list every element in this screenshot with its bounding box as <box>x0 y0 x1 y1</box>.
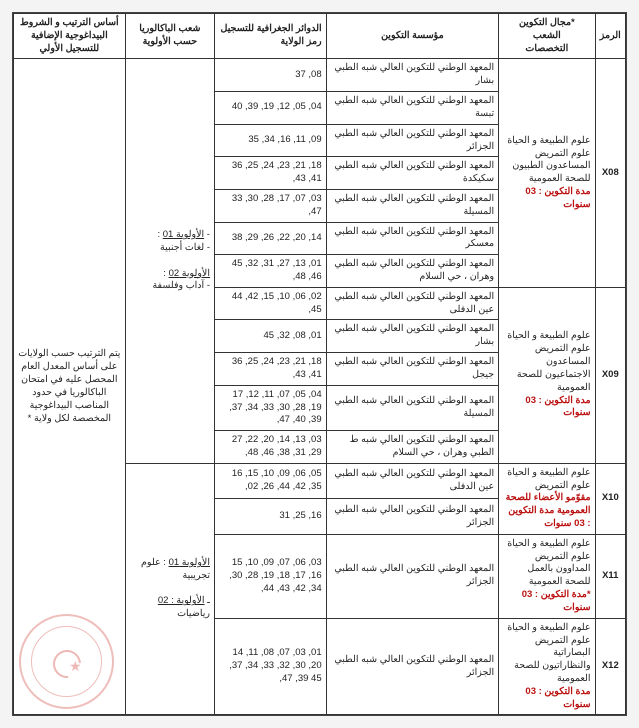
cell-ranking-basis: يتم الترتيب حسب الولايات على أساس المعدل… <box>14 59 126 715</box>
cell-institution: المعهد الوطني للتكوين العالي شبه ط الطبي… <box>326 431 499 464</box>
cell-institution: المعهد الوطني للتكوين العالي شبه الطبي ت… <box>326 92 499 125</box>
table-row: X08علوم الطبيعة و الحياةعلوم التمريضالمس… <box>14 59 626 92</box>
cell-institution: المعهد الوطني للتكوين العالي شبه الطبي ا… <box>326 499 499 535</box>
header-geo: الدوائر الجغرافية للتسجيلرمز الولاية <box>214 14 326 59</box>
cell-geo-codes: 27 ,22 ,20 ,14 ,13 ,03 ,48 ,46 ,38 ,31 ,… <box>214 431 326 464</box>
cell-geo-codes: 14 ,11 ,08 ,07 ,03 ,01 ,37 ,34 ,33 ,32 ,… <box>214 618 326 715</box>
cell-geo-codes: 15 ,10 ,09 ,07 ,06 ,03 ,30 ,28 ,19 ,18 ,… <box>214 534 326 618</box>
cell-institution: المعهد الوطني للتكوين العالي شبه الطبي م… <box>326 222 499 255</box>
cell-geo-codes: 45 ,32 ,08 ,01 <box>214 320 326 353</box>
cell-institution: المعهد الوطني للتكوين العالي شبه الطبي ب… <box>326 59 499 92</box>
cell-institution: المعهد الوطني للتكوين العالي شبه الطبي ا… <box>326 124 499 157</box>
cell-institution: المعهد الوطني للتكوين العالي شبه الطبي ب… <box>326 320 499 353</box>
cell-geo-codes: 40 ,39 ,19 ,12 ,05 ,04 <box>214 92 326 125</box>
cell-geo-codes: 16 ,15 ,10 ,09 ,06 ,05 ,02 ,26 ,44 ,42 ,… <box>214 463 326 499</box>
cell-geo-codes: 17 ,12 ,11 ,07 ,05 ,04 ,37 ,34 ,33 ,30 ,… <box>214 385 326 430</box>
cell-geo-codes: 35 ,34 ,16 ,11 ,09 <box>214 124 326 157</box>
cell-institution: المعهد الوطني للتكوين العالي شبه الطبي ا… <box>326 618 499 715</box>
cell-field: علوم الطبيعة و الحياةعلوم التمريضالمساعد… <box>499 59 595 287</box>
cell-code: X12 <box>595 618 625 715</box>
cell-geo-codes: 36 ,25 ,24 ,23 ,21 ,18 ,43 ,41 <box>214 157 326 190</box>
cell-code: X09 <box>595 287 625 463</box>
cell-institution: المعهد الوطني للتكوين العالي شبه الطبي ع… <box>326 287 499 320</box>
training-table: الرمز *مجال التكوينالشعبالتخصصات مؤسسة ا… <box>13 13 626 715</box>
cell-field: علوم الطبيعة و الحياةعلوم التمريضمقوّمو … <box>499 463 595 534</box>
cell-geo-codes: 37 ,08 <box>214 59 326 92</box>
cell-bac-priority-2: الأولوية 01 : علوم تجريبيةـ الأولوية : 0… <box>125 463 214 715</box>
cell-geo-codes: 45 ,32 ,31 ,27 ,13 ,01 ,48 ,46 <box>214 255 326 288</box>
cell-geo-codes: 36 ,25 ,24 ,23 ,21 ,18 ,43 ,41 <box>214 353 326 386</box>
header-bac: شعب الباكالورياحسب الأولوية <box>125 14 214 59</box>
cell-code: X10 <box>595 463 625 534</box>
cell-institution: المعهد الوطني للتكوين العالي شبه الطبي ا… <box>326 189 499 222</box>
cell-field: علوم الطبيعة و الحياةعلوم التمريضالمداوو… <box>499 534 595 618</box>
header-field: *مجال التكوينالشعبالتخصصات <box>499 14 595 59</box>
cell-institution: المعهد الوطني للتكوين العالي شبه الطبي ع… <box>326 463 499 499</box>
cell-institution: المعهد الوطني للتكوين العالي شبه الطبي س… <box>326 157 499 190</box>
header-inst: مؤسسة التكوين <box>326 14 499 59</box>
cell-institution: المعهد الوطني للتكوين العالي شبه الطبي و… <box>326 255 499 288</box>
cell-field: علوم الطبيعة و الحياةعلوم التمريضالمساعد… <box>499 287 595 463</box>
cell-geo-codes: 38 ,29 ,26 ,22 ,20 ,14 <box>214 222 326 255</box>
header-code: الرمز <box>595 14 625 59</box>
document-sheet: الرمز *مجال التكوينالشعبالتخصصات مؤسسة ا… <box>12 12 627 716</box>
header-rank: أساس الترتيب و الشروطالبيداغوجية الإضافي… <box>14 14 126 59</box>
table-body: X08علوم الطبيعة و الحياةعلوم التمريضالمس… <box>14 59 626 715</box>
cell-geo-codes: 31 ,25 ,16 <box>214 499 326 535</box>
cell-institution: المعهد الوطني للتكوين العالي شبه الطبي ا… <box>326 385 499 430</box>
cell-geo-codes: 44 ,42 ,15 ,10 ,06 ,02 ,45 <box>214 287 326 320</box>
cell-geo-codes: 33 ,30 ,28 ,17 ,07 ,03 ,47 <box>214 189 326 222</box>
cell-code: X08 <box>595 59 625 287</box>
cell-field: علوم الطبيعة و الحياةعلوم التمريضالبصارا… <box>499 618 595 715</box>
cell-bac-priority-1: - الأولوية 01 :- لغات أجنبيةالأولوية 02 … <box>125 59 214 463</box>
cell-institution: المعهد الوطني للتكوين العالي شبه الطبي ا… <box>326 534 499 618</box>
header-row: الرمز *مجال التكوينالشعبالتخصصات مؤسسة ا… <box>14 14 626 59</box>
cell-code: X11 <box>595 534 625 618</box>
cell-institution: المعهد الوطني للتكوين العالي شبه الطبي ج… <box>326 353 499 386</box>
